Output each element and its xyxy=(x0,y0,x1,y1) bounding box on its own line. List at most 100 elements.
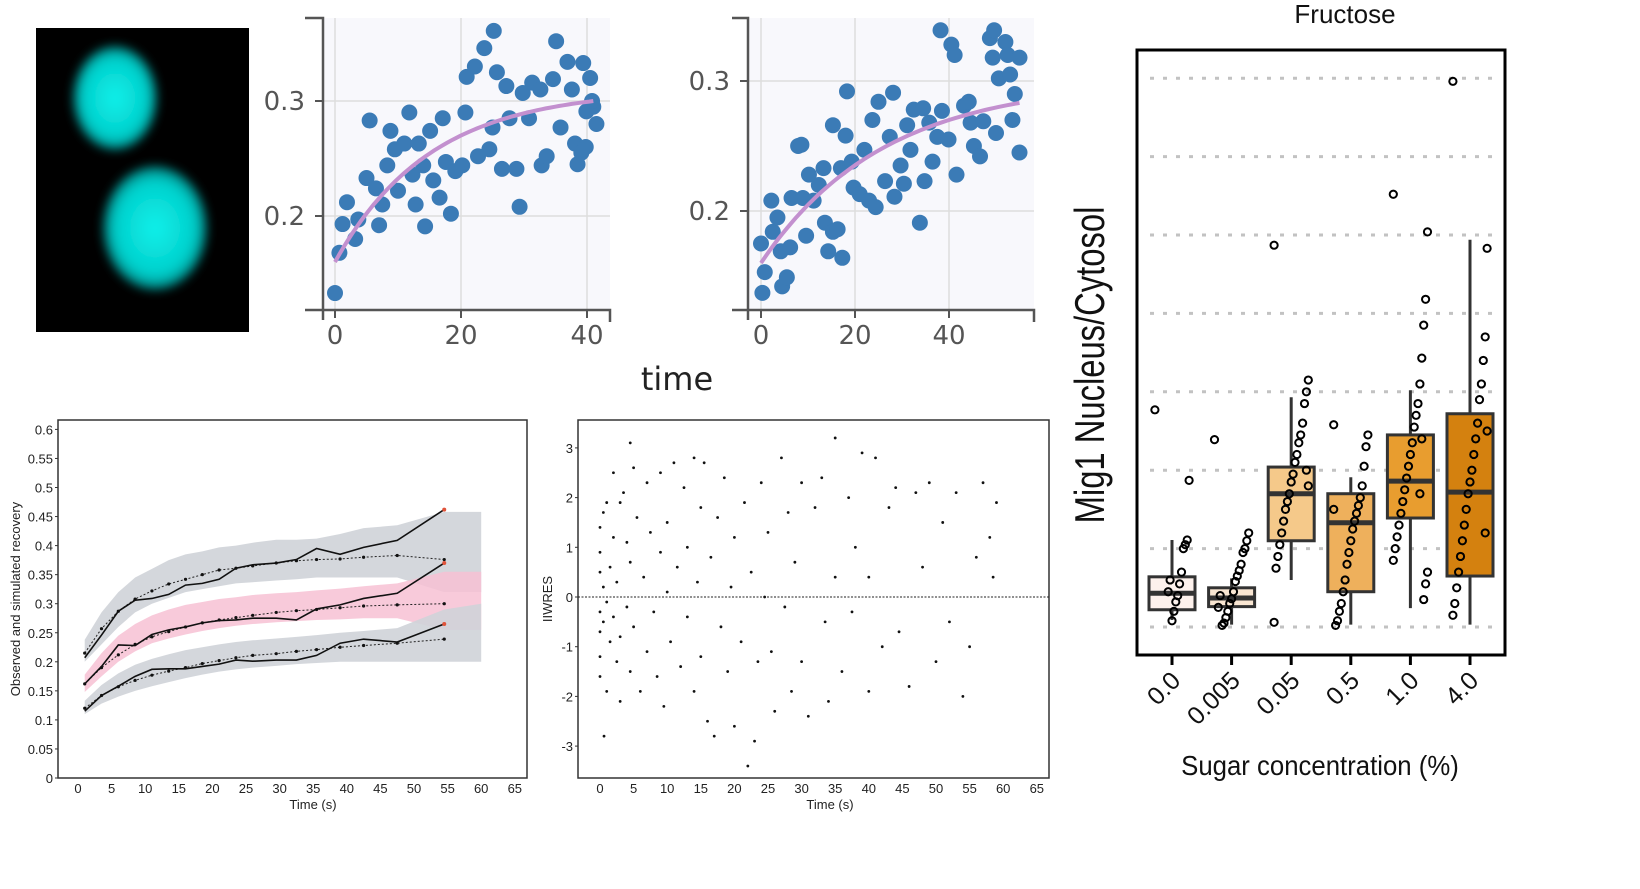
jitter-point xyxy=(1176,567,1187,577)
data-point xyxy=(563,81,580,98)
x-tick-label: 0.005 xyxy=(1182,666,1246,730)
jitter-point xyxy=(1175,579,1185,589)
x-tick-label: 45 xyxy=(895,781,909,796)
data-point xyxy=(422,122,439,139)
data-point xyxy=(783,190,800,206)
y-axis-line xyxy=(305,16,325,320)
residual-point xyxy=(699,655,703,659)
y-tick-label: -3 xyxy=(561,739,573,754)
simulated-point xyxy=(200,661,204,666)
x-tick-label: 65 xyxy=(1030,781,1044,796)
x-tick-label: 50 xyxy=(407,781,421,796)
residual-point xyxy=(729,585,733,589)
simulated-point xyxy=(362,643,366,648)
jitter-point xyxy=(1474,395,1485,405)
residual-point xyxy=(722,476,726,480)
y-tick-label: -2 xyxy=(561,689,573,704)
y-tick-label: 0.2 xyxy=(689,197,730,227)
residual-point xyxy=(981,481,985,485)
simulated-point xyxy=(314,557,319,562)
jitter-point xyxy=(1359,461,1369,471)
jitter-point xyxy=(1286,477,1296,487)
jitter-point xyxy=(1409,422,1419,432)
data-point xyxy=(753,235,769,252)
residual-point xyxy=(645,650,649,654)
residual-point xyxy=(991,575,995,579)
x-axis-label: Time (s) xyxy=(806,797,853,812)
recovery-vpc-chart: 0 5 10 15 20 25 30 35 40 45 50 55 60 65 0 0.05 0.1 0.15 0.… xyxy=(8,419,528,812)
jitter-point xyxy=(1279,516,1289,526)
jitter-point xyxy=(1225,598,1235,609)
residual-point xyxy=(753,739,756,743)
data-point xyxy=(338,194,355,211)
jitter-point xyxy=(1473,418,1483,428)
residual-point xyxy=(921,565,924,569)
data-point xyxy=(457,104,474,121)
data-point xyxy=(972,148,989,165)
box xyxy=(1445,412,1495,578)
data-point xyxy=(466,58,483,75)
x-tick-label: 45 xyxy=(373,781,387,796)
microscopy-image xyxy=(36,28,249,332)
x-tick-label: 40 xyxy=(340,781,354,796)
x-axis-line xyxy=(732,308,1036,322)
data-point xyxy=(532,81,549,98)
y-tick-label: 0.45 xyxy=(28,510,53,525)
residual-point xyxy=(709,555,713,559)
data-point xyxy=(481,141,498,158)
data-point xyxy=(946,47,963,63)
data-point xyxy=(425,172,442,189)
fit-curve xyxy=(759,100,1020,265)
jitter-point xyxy=(1407,438,1417,448)
residual-point xyxy=(867,575,871,579)
residual-point xyxy=(968,645,971,649)
x-tick-label: 20 xyxy=(727,781,741,796)
jitter-point xyxy=(1348,524,1358,534)
simulated-point xyxy=(150,673,154,677)
jitter-point xyxy=(1415,489,1425,499)
y-tick-label: 0.6 xyxy=(35,422,53,437)
residual-point xyxy=(800,481,803,485)
residual-point xyxy=(625,605,629,609)
residual-point xyxy=(746,764,750,768)
data-point xyxy=(361,112,378,129)
residual-point xyxy=(605,501,609,504)
data-point xyxy=(997,34,1014,50)
residual-point xyxy=(806,714,810,718)
simulated-point xyxy=(251,653,255,658)
simulated-point xyxy=(150,589,154,593)
x-tick-label: 15 xyxy=(694,781,708,796)
simulated-point xyxy=(83,706,87,710)
jitter-point xyxy=(1332,616,1343,626)
residual-point xyxy=(743,501,746,504)
residual-point xyxy=(712,734,716,738)
simulated-point xyxy=(99,627,104,631)
data-point xyxy=(886,188,903,205)
jitter-point xyxy=(1390,544,1400,554)
data-point xyxy=(782,239,799,256)
residual-point xyxy=(786,511,790,514)
residual-point xyxy=(719,625,723,629)
jitter-point xyxy=(1277,528,1287,538)
jitter-point xyxy=(1303,481,1313,491)
jitter-point xyxy=(1448,610,1458,620)
jitter-point xyxy=(1296,430,1306,440)
jitter-point xyxy=(1303,375,1313,385)
y-tick-label: -1 xyxy=(561,640,573,655)
x-axis-label: Sugar concentration (%) xyxy=(1181,750,1459,781)
jitter-point xyxy=(1346,536,1356,546)
jitter-point xyxy=(1482,243,1492,253)
data-point xyxy=(508,160,525,177)
simulated-point xyxy=(167,582,171,586)
residual-point xyxy=(880,645,884,649)
residual-point xyxy=(887,506,891,509)
data-point xyxy=(815,160,832,177)
residual-point xyxy=(867,690,871,693)
residual-point xyxy=(840,670,844,673)
residual-point xyxy=(934,660,938,664)
simulated-point xyxy=(217,568,221,572)
jitter-point xyxy=(1329,504,1339,514)
jitter-point xyxy=(1413,398,1423,409)
jitter-point xyxy=(1169,606,1179,616)
data-point xyxy=(382,122,399,139)
